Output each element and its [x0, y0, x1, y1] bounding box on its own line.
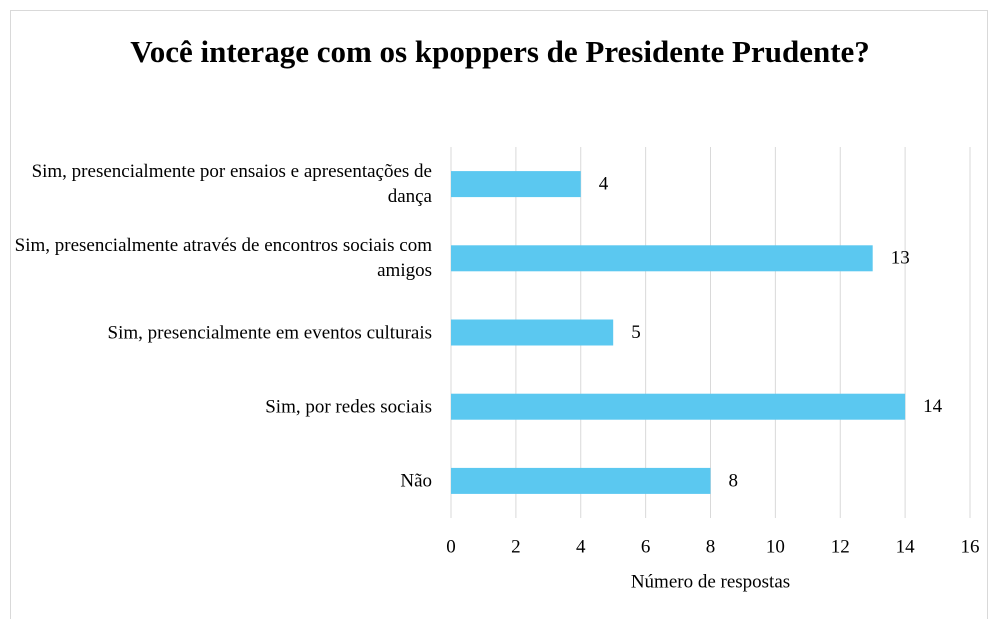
x-tick-label: 14	[896, 536, 916, 557]
y-tick-label: Sim, por redes sociais	[265, 396, 432, 418]
data-label: 5	[631, 322, 641, 343]
bar	[451, 319, 614, 346]
bar	[451, 245, 873, 272]
x-tick-label: 6	[641, 536, 651, 557]
bar	[451, 393, 906, 420]
y-tick-label: Sim, presencialmente por ensaios e apres…	[31, 161, 432, 208]
y-tick-label: Sim, presencialmente através de encontro…	[14, 235, 432, 282]
x-tick-label: 10	[766, 536, 785, 557]
chart-frame	[10, 10, 988, 619]
bar	[451, 171, 581, 198]
x-tick-label: 12	[831, 536, 850, 557]
x-tick-label: 4	[576, 536, 586, 557]
x-axis-title: Número de respostas	[631, 571, 790, 592]
chart-title: Você interage com os kpoppers de Preside…	[130, 34, 870, 69]
y-tick-label: Não	[400, 470, 432, 492]
data-label: 4	[599, 173, 609, 194]
x-tick-label: 8	[706, 536, 716, 557]
x-tick-label: 16	[961, 536, 980, 557]
y-tick-label: Sim, presencialmente em eventos culturai…	[107, 322, 432, 343]
x-tick-label: 0	[446, 536, 456, 557]
bar	[451, 467, 711, 494]
data-label: 14	[923, 396, 943, 417]
x-tick-label: 2	[511, 536, 521, 557]
data-label: 8	[729, 470, 739, 491]
data-label: 13	[891, 248, 910, 269]
